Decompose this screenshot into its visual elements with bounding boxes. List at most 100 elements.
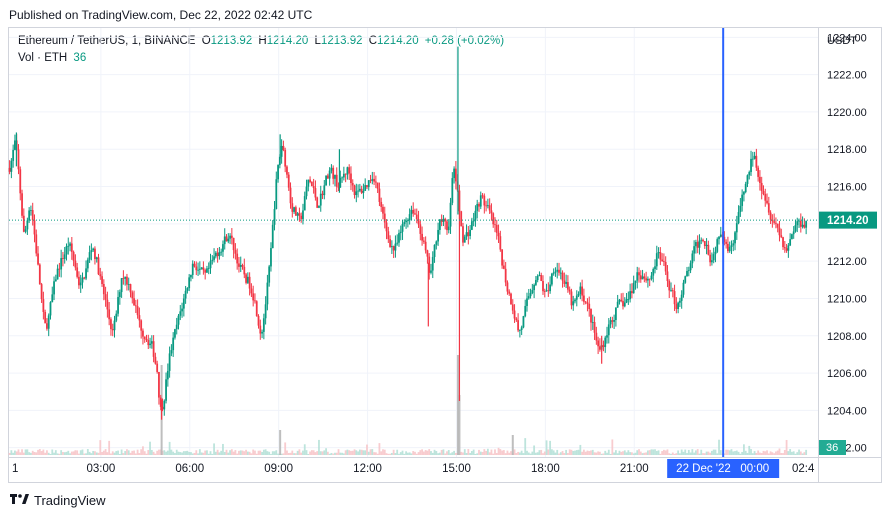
price-axis[interactable]: 1202.001204.001206.001208.001210.001212.… xyxy=(827,32,867,454)
volume-bar xyxy=(238,450,240,455)
candle-body xyxy=(326,175,329,179)
candle-body xyxy=(241,264,244,267)
candle-body xyxy=(383,213,386,223)
candle-body xyxy=(561,272,564,281)
volume-bar xyxy=(149,441,151,455)
volume-bar xyxy=(277,453,279,455)
candle-body xyxy=(495,224,498,233)
candle-body xyxy=(591,322,594,323)
candle-body xyxy=(606,335,608,338)
candle-body xyxy=(184,290,187,299)
volume-bar xyxy=(37,449,39,455)
candle-body xyxy=(435,241,438,245)
volume-bar xyxy=(348,450,351,455)
volume-bar xyxy=(85,453,87,455)
volume-bar xyxy=(145,453,148,455)
candle-body xyxy=(488,205,491,211)
volume-bar xyxy=(526,450,528,455)
volume-bar xyxy=(392,449,395,455)
candle-body xyxy=(284,150,287,167)
candle-body xyxy=(641,276,644,280)
candle-body xyxy=(179,311,182,316)
volume-bar xyxy=(255,453,258,455)
volume-bar xyxy=(204,450,207,455)
volume-bar xyxy=(618,450,621,455)
candle-body xyxy=(508,291,511,294)
volume-bar xyxy=(385,453,388,455)
volume-bar xyxy=(44,452,47,455)
candle-body xyxy=(270,248,272,267)
candle-body xyxy=(191,263,194,275)
volume-bar xyxy=(486,448,489,455)
volume-bar xyxy=(367,451,370,455)
volume-bar xyxy=(296,450,299,455)
volume-bar xyxy=(771,452,774,455)
chart-frame[interactable] xyxy=(8,27,882,483)
volume-bar xyxy=(220,450,223,455)
candle-body xyxy=(382,206,384,214)
candle-body xyxy=(302,210,304,220)
legend-open-value: 1213.92 xyxy=(210,35,253,47)
volume-bar xyxy=(271,451,274,455)
volume-bar xyxy=(206,450,208,455)
volume-bar xyxy=(223,451,226,455)
candle-body xyxy=(582,295,585,302)
candle-body xyxy=(584,301,587,303)
candle-body xyxy=(565,282,568,284)
candle-body xyxy=(72,251,75,261)
volume-bar xyxy=(504,453,507,455)
candle-body xyxy=(318,205,320,208)
candle-body xyxy=(801,224,804,227)
candle-body xyxy=(463,236,466,243)
candle-body xyxy=(255,301,258,317)
volume-bar xyxy=(287,453,290,455)
tradingview-brand[interactable]: TradingView xyxy=(10,492,106,508)
candle-body xyxy=(620,299,623,301)
volume-bar xyxy=(177,451,180,455)
volume-bar xyxy=(150,449,153,455)
candle-body xyxy=(296,213,299,216)
candle-body xyxy=(515,318,518,321)
volume-bar xyxy=(700,449,703,455)
candle-body xyxy=(687,270,690,272)
legend-symbol[interactable]: Ethereum / TetherUS, 1, BINANCE xyxy=(18,35,196,47)
volume-bar xyxy=(705,451,708,455)
candle-body xyxy=(743,192,745,195)
candle-body xyxy=(339,177,342,188)
candle-body xyxy=(652,269,655,276)
volume-bar xyxy=(318,439,320,455)
volume-bar xyxy=(502,450,505,455)
candle-body xyxy=(239,264,242,267)
price-axis-unit: USDT xyxy=(827,35,857,47)
volume-bar xyxy=(661,451,664,455)
volume-bar xyxy=(753,451,756,455)
volume-legend-label[interactable]: Vol · ETH xyxy=(18,52,68,64)
volume-bar xyxy=(190,452,192,455)
volume-bar xyxy=(533,445,536,455)
candle-body xyxy=(631,291,633,294)
volume-bar xyxy=(134,453,137,455)
candle-body xyxy=(431,257,434,271)
candle-body xyxy=(19,169,22,194)
time-axis[interactable]: 1 03:00 06:00 09:00 12:00 15:00 18:00 21:00 02:4 xyxy=(12,463,815,475)
volume-bar xyxy=(289,452,292,455)
volume-bar xyxy=(99,440,102,455)
volume-bar xyxy=(600,453,603,455)
volume-bar xyxy=(184,451,187,455)
volume-bar xyxy=(543,451,546,455)
volume-bar xyxy=(679,453,681,455)
volume-bar xyxy=(26,449,29,455)
candle-body xyxy=(142,330,144,337)
volume-bar xyxy=(410,453,413,455)
candle-body xyxy=(769,212,772,220)
volume-bar xyxy=(8,452,11,455)
grid-lines xyxy=(9,28,818,457)
last-price-tag: 1214.20 xyxy=(819,211,877,229)
volume-bar xyxy=(152,451,155,455)
candle-body xyxy=(102,284,105,295)
volume-bar xyxy=(69,453,71,455)
candle-body xyxy=(216,252,219,257)
candle-body xyxy=(47,315,50,329)
volume-bar xyxy=(142,446,144,455)
